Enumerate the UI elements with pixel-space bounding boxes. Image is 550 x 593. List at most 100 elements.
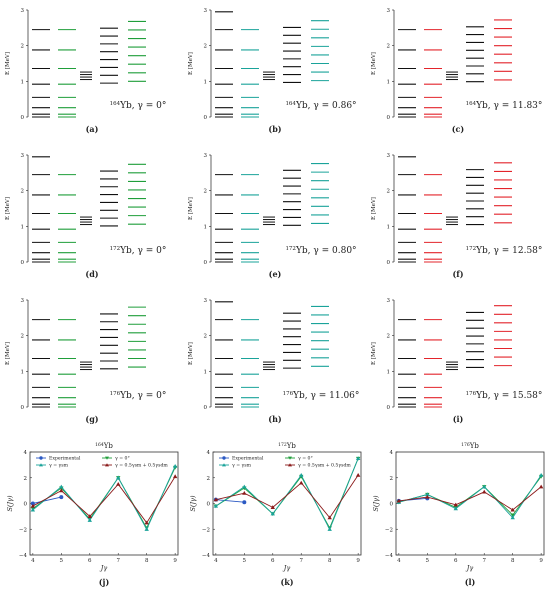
caption-mass: 176: [283, 391, 294, 397]
y-tick-label: 3: [387, 153, 391, 159]
panel-caption: 164Yb, γ = 0°: [110, 101, 167, 111]
x-tick-label: 5: [426, 558, 430, 564]
series-line: [32, 467, 176, 529]
panel-caption: 172Yb, γ = 0.80°: [285, 246, 356, 256]
data-point: [510, 515, 515, 520]
y-tick-label: 0: [204, 405, 208, 411]
data-point: [299, 480, 304, 485]
y-tick-label: 2: [207, 476, 211, 482]
x-tick-label: 4: [397, 558, 401, 564]
x-axis-label: Jγ: [465, 564, 474, 572]
data-point: [242, 500, 247, 505]
series-line: [215, 474, 359, 519]
legend-label: Experimental: [232, 456, 264, 462]
panel-caption: 164Yb, γ = 0.86°: [285, 101, 356, 111]
y-tick-label: 0: [21, 405, 25, 411]
y-tick-label: 2: [390, 476, 394, 482]
data-point: [482, 484, 487, 489]
x-axis-label: Jγ: [99, 564, 108, 572]
data-point: [172, 474, 178, 479]
data-point: [59, 484, 64, 489]
data-point: [425, 494, 430, 499]
data-point: [242, 491, 247, 495]
panel-caption: 176Yb, γ = 15.58°: [466, 391, 543, 401]
data-point: [144, 527, 149, 531]
level-panel-f: 0 1 2 3 E [MeV] 172Yb, γ = 12.58° (f): [371, 153, 542, 279]
data-point: [355, 472, 361, 477]
data-point: [425, 492, 430, 497]
legend-marker: [288, 456, 292, 460]
y-tick-label: 4: [390, 450, 394, 456]
chart-title-mass: 164: [95, 442, 104, 448]
data-point: [538, 484, 544, 489]
legend-marker: [222, 463, 226, 467]
data-point: [87, 514, 92, 518]
data-point: [510, 513, 515, 518]
legend-marker: [39, 456, 43, 460]
caption-nucleus: Yb, γ = 0.80°: [295, 246, 357, 256]
data-point: [355, 456, 361, 461]
chart-l: 176Yb −4 −2 0 2 4 4 5 6 7 8 9 Jγ S(Jγ) (l): [372, 442, 545, 587]
y-tick-label: 1: [21, 369, 25, 375]
data-point: [510, 507, 515, 512]
data-point: [30, 503, 36, 508]
chart-j: 164Yb −4 −2 0 2 4 4 5 6 7 8 9 Jγ S(Jγ) Experimental γ =…: [6, 442, 179, 587]
data-point: [327, 515, 332, 520]
y-tick-label: 0: [387, 405, 391, 411]
y-tick-label: 1: [387, 224, 391, 230]
caption-mass: 164: [285, 101, 296, 107]
y-tick-label: 0: [21, 115, 25, 121]
caption-mass: 164: [110, 101, 121, 107]
chart-title: 164Yb: [95, 442, 113, 450]
legend-marker: [288, 463, 292, 467]
data-point: [116, 475, 121, 480]
data-point: [482, 489, 487, 494]
chart-title-nucleus: Yb: [103, 442, 114, 450]
x-tick-label: 7: [482, 558, 486, 564]
chart-title-nucleus: Yb: [286, 442, 297, 450]
panel-caption: 176Yb, γ = 0°: [110, 391, 167, 401]
data-point: [299, 472, 304, 477]
caption-mass: 172: [110, 246, 121, 252]
y-tick-label: 1: [204, 79, 208, 85]
x-tick-label: 9: [539, 558, 543, 564]
legend-label: Experimental: [49, 456, 81, 462]
legend-label: γ = 0.5γsm + 0.5γsdm: [298, 463, 351, 469]
level-panel-a: 0 1 2 3 E [MeV] 164Yb, γ = 0° (a): [5, 8, 166, 134]
y-axis-label: E [MeV]: [5, 342, 11, 365]
data-point: [172, 463, 178, 468]
y-axis-label: E [MeV]: [188, 342, 194, 365]
caption-nucleus: Yb, γ = 0°: [119, 246, 166, 256]
chart-title-mass: 172: [278, 442, 287, 448]
y-tick-label: 3: [204, 8, 208, 14]
panel-label-f: (f): [452, 269, 463, 279]
y-tick-label: 2: [21, 44, 25, 50]
caption-nucleus: Yb, γ = 12.58°: [475, 246, 542, 256]
y-tick-label: 2: [24, 476, 28, 482]
panel-caption: 172Yb, γ = 12.58°: [466, 246, 543, 256]
series-line: [215, 499, 245, 503]
panel-label-j: (j): [99, 577, 110, 587]
y-tick-label: 2: [204, 189, 208, 195]
caption-mass: 176: [110, 391, 121, 397]
y-tick-label: 4: [207, 450, 211, 456]
y-tick-label: 2: [204, 334, 208, 340]
y-tick-label: 0: [387, 260, 391, 266]
y-tick-label: −2: [385, 527, 393, 533]
y-tick-label: −2: [19, 527, 27, 533]
panel-caption: 176Yb, γ = 11.06°: [283, 391, 360, 401]
panel-label-a: (a): [86, 124, 99, 134]
y-tick-label: 3: [387, 298, 391, 304]
data-point: [270, 505, 275, 509]
caption-mass: 176: [466, 391, 477, 397]
data-point: [144, 520, 149, 525]
legend-marker: [105, 463, 109, 467]
caption-nucleus: Yb, γ = 15.58°: [475, 391, 542, 401]
y-tick-label: 1: [21, 224, 25, 230]
y-axis-label: E [MeV]: [188, 197, 194, 220]
caption-mass: 172: [285, 246, 296, 252]
data-point: [213, 503, 219, 508]
series-line: [32, 465, 176, 531]
y-axis-label: E [MeV]: [371, 342, 377, 365]
